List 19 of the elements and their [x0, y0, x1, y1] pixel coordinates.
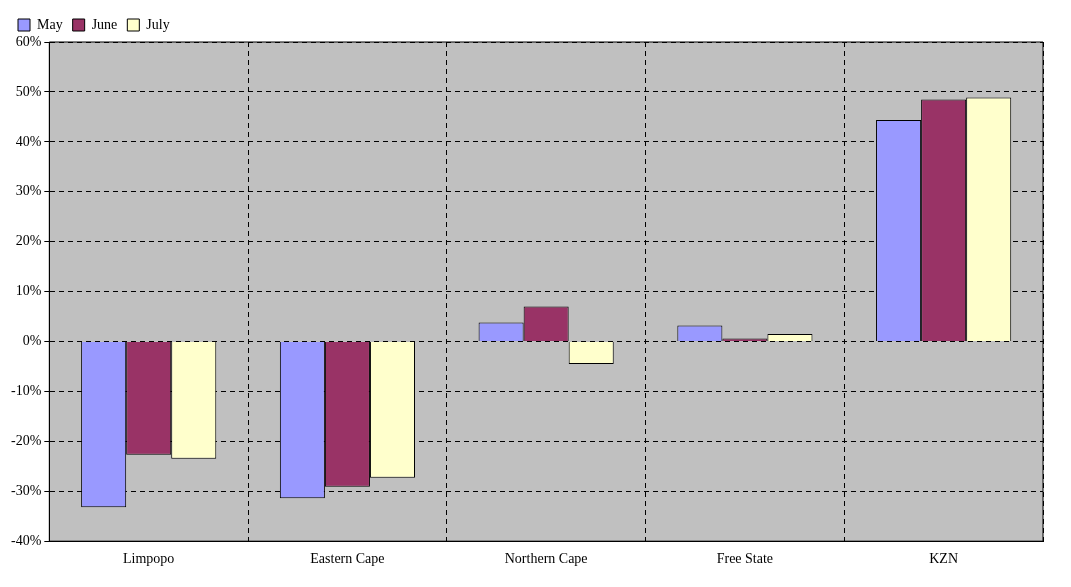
y-tick-label: 10%	[15, 283, 42, 299]
y-tick-label: 0%	[22, 333, 42, 349]
y-tick-label: 20%	[15, 233, 42, 249]
y-tick-label: -30%	[11, 482, 42, 498]
y-tick-label: 40%	[15, 133, 42, 149]
x-tick-label: Eastern Cape	[310, 551, 385, 567]
x-tick-label: Free State	[716, 551, 774, 567]
legend-label: May	[37, 16, 63, 32]
x-tick-label: KZN	[929, 551, 959, 567]
legend-label: June	[91, 16, 118, 32]
y-tick-label: -10%	[11, 383, 42, 399]
x-tick-label: Limpopo	[123, 551, 175, 567]
x-tick-label: Northern Cape	[504, 551, 588, 567]
y-tick-label: -40%	[11, 532, 42, 548]
y-tick-label: 60%	[15, 33, 42, 49]
y-tick-label: 30%	[15, 183, 42, 199]
y-tick-label: 50%	[15, 83, 42, 99]
legend-label: July	[146, 16, 170, 32]
y-tick-label: -20%	[11, 433, 42, 449]
